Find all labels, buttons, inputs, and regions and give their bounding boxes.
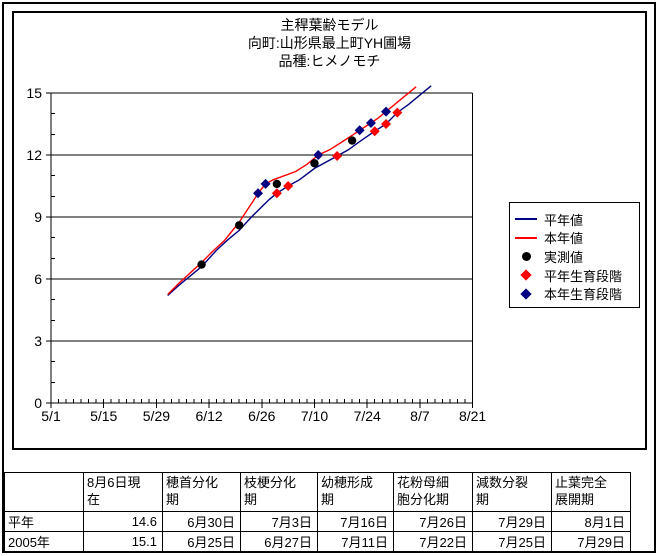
legend-label: 平年生育段階 xyxy=(544,268,623,284)
line-legend-symbol-icon xyxy=(510,236,542,239)
table-header-cell: 幼穂形成 期 xyxy=(317,472,394,512)
legend-item-本年値: 本年値 xyxy=(510,229,639,248)
legend-label: 実測値 xyxy=(544,249,584,265)
value-cell: 14.6 xyxy=(83,511,163,532)
table-header-cell: 減数分裂 期 xyxy=(472,472,552,512)
growth-stage-table-body: 平年 14.6 6月30日 7月3日 7月16日 7月26日 7月29日 8月1日 2005年 1… xyxy=(4,511,631,552)
growth-stage-table-head: 8月6日現 在穂首分化 期枝梗分化 期幼穂形成 期花粉母細 胞分化期 減数分裂 期… xyxy=(4,472,631,512)
circle-legend-symbol-icon xyxy=(510,251,542,261)
chart-title-line2: 向町:山形県最上町YH圃場 xyxy=(247,35,412,51)
table-header-cell: 8月6日現 在 xyxy=(83,472,163,512)
table-row: 平年 14.6 6月30日 7月3日 7月16日 7月26日 7月29日 8月1日 xyxy=(4,511,631,532)
diamond-legend-symbol-icon xyxy=(510,288,542,300)
table-header-cell: 止葉完全 展開期 xyxy=(551,472,631,512)
value-cell: 7月22日 xyxy=(393,531,473,552)
table-header-cell xyxy=(4,472,84,512)
value-cell: 7月29日 xyxy=(472,511,552,532)
value-cell: 7月11日 xyxy=(317,531,394,552)
legend-rows: 平年値本年値実測値平年生育段階 本年生育段階 xyxy=(510,210,639,303)
chart-title-line1: 主稈葉齢モデル xyxy=(280,17,379,33)
legend-label: 平年値 xyxy=(544,212,584,228)
legend-item-本年生育段階: 本年生育段階 xyxy=(510,284,639,303)
value-cell: 6月25日 xyxy=(162,531,241,552)
legend-item-平年値: 平年値 xyxy=(510,210,639,229)
table-header-cell: 枝梗分化 期 xyxy=(240,472,318,512)
line-legend-symbol-icon xyxy=(510,218,542,221)
value-cell: 8月1日 xyxy=(551,511,631,532)
value-cell: 6月30日 xyxy=(162,511,241,532)
chart-title: 主稈葉齢モデル 向町:山形県最上町YH圃場 品種:ヒメノモチ xyxy=(12,16,647,70)
value-cell: 7月29日 xyxy=(551,531,631,552)
row-label-cell: 平年 xyxy=(4,511,84,532)
row-label-cell: 2005年 xyxy=(4,531,84,552)
value-cell: 7月3日 xyxy=(240,511,318,532)
value-cell: 15.1 xyxy=(83,531,163,552)
legend-label: 本年生育段階 xyxy=(544,287,623,303)
diamond-legend-symbol-icon xyxy=(510,269,542,281)
table-row: 2005年 15.1 6月25日 6月27日 7月11日 7月22日 7月25日 7月29日 xyxy=(4,531,631,552)
legend: 平年値本年値実測値平年生育段階 本年生育段階 xyxy=(509,202,640,308)
value-cell: 7月16日 xyxy=(317,511,394,532)
value-cell: 6月27日 xyxy=(240,531,318,552)
legend-label: 本年値 xyxy=(544,231,584,247)
growth-stage-table: 8月6日現 在穂首分化 期枝梗分化 期幼穂形成 期花粉母細 胞分化期 減数分裂 期… xyxy=(4,472,631,552)
value-cell: 7月25日 xyxy=(472,531,552,552)
table-header-cell: 穂首分化 期 xyxy=(162,472,241,512)
legend-item-平年生育段階: 平年生育段階 xyxy=(510,266,639,285)
chart-title-line3: 品種:ヒメノモチ xyxy=(278,53,381,69)
table-header-cell: 花粉母細 胞分化期 xyxy=(393,472,473,512)
legend-item-実測値: 実測値 xyxy=(510,247,639,266)
table-header-row: 8月6日現 在穂首分化 期枝梗分化 期幼穂形成 期花粉母細 胞分化期 減数分裂 期… xyxy=(4,472,631,512)
value-cell: 7月26日 xyxy=(393,511,473,532)
